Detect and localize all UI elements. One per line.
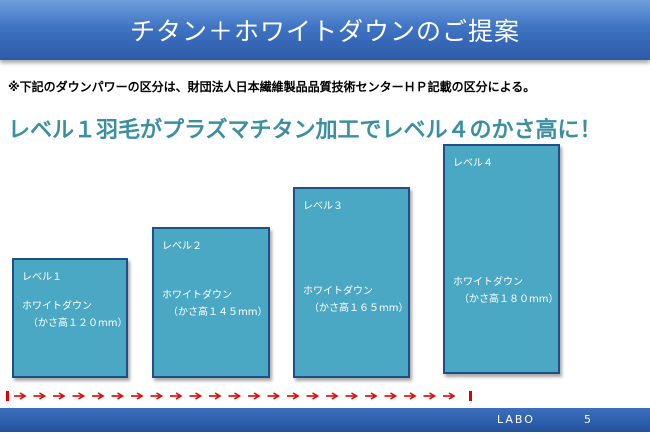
source-note: ※下記のダウンパワーの区分は、財団法人日本繊維製品品質技術センターＨＰ記載の区分…	[8, 80, 536, 94]
level-4-box: レベル４ ホワイトダウン （かさ高１８０mm）	[443, 144, 560, 374]
arrow-mark	[170, 392, 183, 400]
progress-arrow-row	[6, 389, 476, 403]
arrow-row-graphic	[6, 391, 472, 401]
level-4-desc: ホワイトダウン （かさ高１８０mm）	[453, 274, 558, 308]
level-4-spec: （かさ高１８０mm）	[459, 294, 559, 305]
arrow-end-tick	[469, 391, 472, 401]
arrow-mark	[306, 392, 320, 400]
arrow-mark	[189, 392, 203, 400]
level-3-label: レベル３	[303, 201, 343, 212]
arrow-mark	[345, 392, 359, 400]
arrow-start-tick	[6, 391, 9, 401]
level-2-desc: ホワイトダウン （かさ高１４５mm）	[162, 287, 267, 321]
arrow-mark	[423, 392, 437, 400]
arrow-mark	[443, 392, 456, 400]
level-1-box: レベル１ ホワイトダウン （かさ高１２０mm）	[12, 258, 128, 378]
arrow-mark	[111, 392, 125, 400]
level-3-box: レベル３ ホワイトダウン （かさ高１６５mm）	[293, 187, 410, 378]
arrow-mark	[267, 392, 281, 400]
level-2-name: ホワイトダウン	[162, 290, 232, 301]
level-3-desc: ホワイトダウン （かさ高１６５mm）	[303, 283, 408, 317]
arrow-mark	[53, 392, 66, 400]
arrow-mark	[33, 392, 47, 400]
level-1-desc: ホワイトダウン （かさ高１２０mm）	[22, 298, 128, 332]
level-3-name: ホワイトダウン	[303, 286, 373, 297]
level-3-spec: （かさ高１６５mm）	[309, 303, 409, 314]
level-2-spec: （かさ高１４５mm）	[168, 307, 268, 318]
headline: レベル１羽毛がプラズマチタン加工でレベル４のかさ高に！	[8, 118, 602, 143]
arrow-mark	[248, 392, 261, 400]
level-2-label: レベル２	[162, 241, 202, 252]
arrow-mark	[228, 392, 242, 400]
arrow-mark	[92, 392, 105, 400]
arrow-mark	[326, 392, 339, 400]
arrow-mark	[287, 392, 300, 400]
level-4-name: ホワイトダウン	[453, 277, 523, 288]
level-1-spec: （かさ高１２０mm）	[28, 318, 128, 329]
footer-brand: LABO	[497, 413, 535, 426]
arrow-mark	[384, 392, 398, 400]
level-4-label: レベル４	[453, 158, 493, 169]
title-bar: チタン＋ホワイトダウンのご提案	[0, 0, 650, 60]
footer-bar: LABO 5	[0, 408, 650, 432]
arrow-mark	[404, 392, 417, 400]
page-number: 5	[584, 413, 591, 426]
arrow-mark	[72, 392, 86, 400]
level-1-name: ホワイトダウン	[22, 301, 92, 312]
level-2-box: レベル２ ホワイトダウン （かさ高１４５mm）	[152, 227, 270, 378]
slide-title: チタン＋ホワイトダウンのご提案	[129, 17, 520, 46]
arrow-mark	[14, 392, 27, 400]
level-1-label: レベル１	[22, 272, 62, 283]
arrow-mark	[209, 392, 222, 400]
arrow-mark	[150, 392, 164, 400]
arrow-mark	[131, 392, 144, 400]
arrow-mark	[365, 392, 378, 400]
